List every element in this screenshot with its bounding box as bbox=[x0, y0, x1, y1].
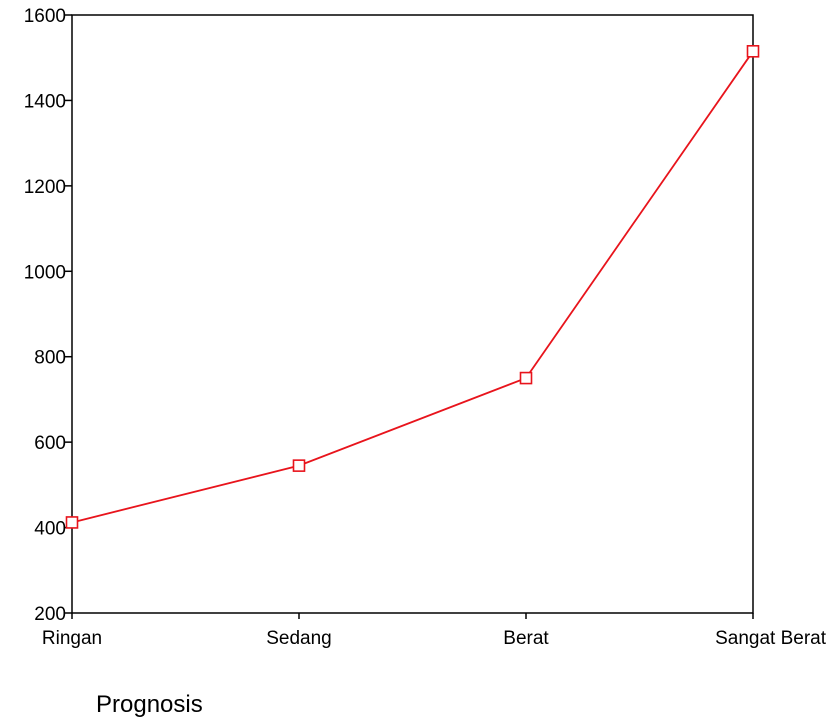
plot-frame bbox=[71, 14, 754, 614]
data-point bbox=[746, 45, 760, 58]
y-tick-label: 1400 bbox=[24, 91, 66, 112]
x-tick-label: Berat bbox=[503, 628, 549, 649]
y-tick-label: 600 bbox=[34, 433, 66, 454]
y-tick-label: 1000 bbox=[24, 262, 66, 283]
x-axis: Ringan Sedang Berat Sangat Berat bbox=[42, 613, 827, 649]
x-axis-label: Prognosis bbox=[96, 691, 203, 718]
y-tick-label: 200 bbox=[34, 604, 66, 625]
y-tick-label: 800 bbox=[34, 348, 66, 369]
x-tick-label: Sangat Berat bbox=[715, 628, 827, 649]
y-tick-label: 1600 bbox=[24, 6, 66, 27]
y-axis: 200 400 600 800 1000 1200 1400 1600 bbox=[24, 6, 72, 625]
x-tick-label: Sedang bbox=[266, 628, 332, 649]
series-layer bbox=[65, 45, 760, 529]
data-point bbox=[65, 516, 79, 529]
y-tick-label: 400 bbox=[34, 519, 66, 540]
data-point bbox=[292, 459, 306, 472]
x-tick-label: Ringan bbox=[42, 628, 102, 649]
data-point bbox=[519, 371, 533, 385]
series-line bbox=[71, 50, 754, 524]
y-tick-label: 1200 bbox=[24, 177, 66, 198]
